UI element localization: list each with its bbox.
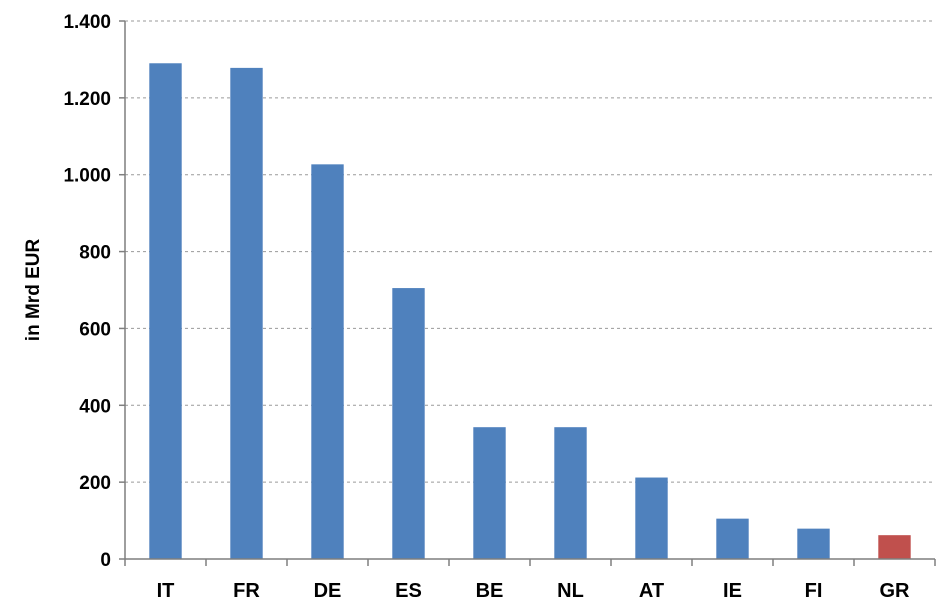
axes <box>119 20 936 566</box>
labels: 0 200 400 600 800 1.000 1.200 1.400 IT FR DE ES BE NL… <box>63 12 910 602</box>
x-tick-label-ie: IE <box>723 580 742 602</box>
bar-gr <box>878 535 911 559</box>
x-tick-label-be: BE <box>476 580 504 602</box>
x-tick-label-fi: FI <box>805 580 823 602</box>
bars <box>149 63 911 560</box>
y-axis-title: in Mrd EUR <box>23 239 44 342</box>
x-tick-label-nl: NL <box>557 580 584 602</box>
bar-nl <box>554 427 587 559</box>
y-tick-label: 1.400 <box>63 12 111 33</box>
x-tick-label-gr: GR <box>880 580 911 602</box>
x-tick-label-at: AT <box>639 580 664 602</box>
bar-at <box>635 477 668 559</box>
y-tick-label: 600 <box>79 319 111 340</box>
y-tick-label: 1.000 <box>63 166 111 187</box>
y-tick-label: 1.200 <box>63 89 111 110</box>
x-tick-label-fr: FR <box>233 580 260 602</box>
bar-es <box>392 288 425 559</box>
x-tick-label-es: ES <box>395 580 422 602</box>
x-tick-label-it: IT <box>157 580 175 602</box>
bar-it <box>149 63 182 560</box>
bar-be <box>473 427 506 559</box>
bar-fr <box>230 67 263 559</box>
bar-ie <box>716 518 749 559</box>
bar-de <box>311 164 344 560</box>
x-tick-label-de: DE <box>314 580 342 602</box>
bar-fi <box>797 528 830 559</box>
y-tick-label: 800 <box>79 243 111 264</box>
y-tick-label: 0 <box>100 550 111 571</box>
y-tick-label: 200 <box>79 473 111 494</box>
y-tick-label: 400 <box>79 396 111 417</box>
